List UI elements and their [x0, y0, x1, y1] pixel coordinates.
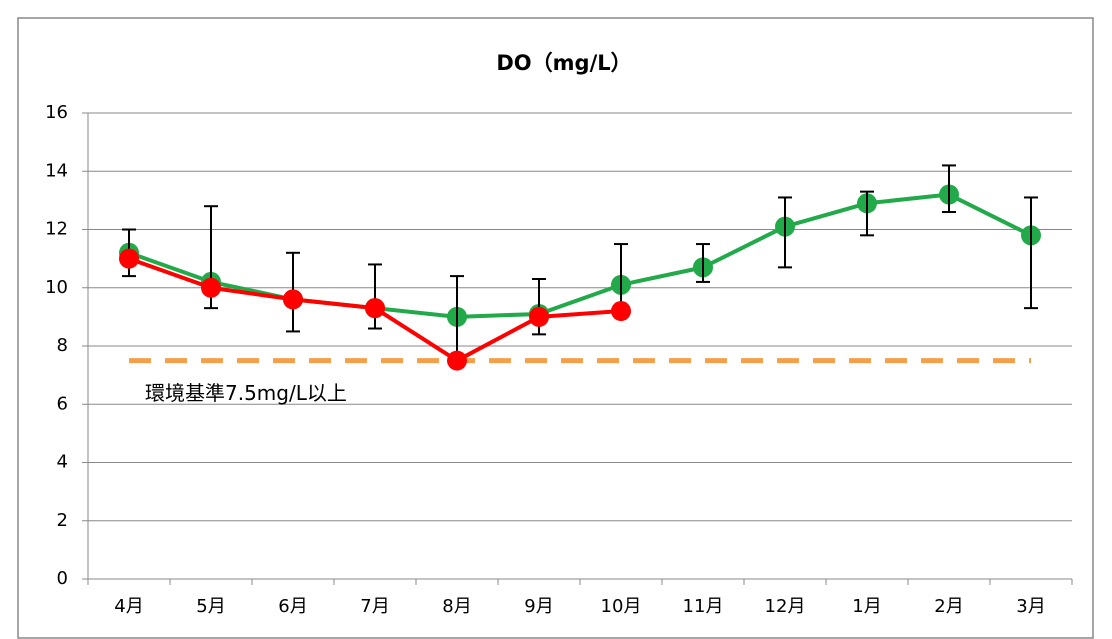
series-marker — [611, 301, 631, 322]
error-bar — [696, 243, 710, 283]
y-tick-label: 6 — [57, 393, 68, 414]
x-tick-label: 2月 — [934, 596, 963, 617]
y-tick-label: 16 — [45, 102, 68, 123]
series-marker — [365, 298, 385, 319]
x-tick-label: 7月 — [360, 596, 389, 617]
x-tick-label: 8月 — [442, 596, 471, 617]
error-bar — [778, 196, 792, 269]
y-tick-label: 8 — [57, 335, 68, 356]
y-tick-label: 4 — [57, 452, 68, 473]
reference-label: 環境基準7.5mg/L以上 — [145, 381, 347, 405]
series-marker — [119, 248, 139, 269]
x-tick-label: 4月 — [114, 596, 143, 617]
x-tick-label: 12月 — [765, 596, 806, 617]
x-tick-label: 3月 — [1016, 596, 1045, 617]
x-tick-label: 6月 — [278, 596, 307, 617]
series-marker — [201, 277, 221, 298]
chart-title: DO（mg/L） — [496, 51, 631, 75]
x-tick-label: 1月 — [852, 596, 881, 617]
x-tick-label: 10月 — [601, 596, 642, 617]
series-marker — [529, 306, 549, 327]
y-tick-label: 2 — [57, 510, 68, 531]
y-tick-label: 0 — [57, 568, 68, 589]
y-tick-label: 12 — [45, 219, 68, 240]
error-bar — [1024, 196, 1038, 310]
x-tick-label: 9月 — [524, 596, 553, 617]
x-tick-label: 11月 — [683, 596, 724, 617]
chart-border — [17, 17, 1094, 639]
series-marker — [447, 350, 467, 371]
series-marker — [283, 289, 303, 310]
y-tick-label: 14 — [45, 160, 68, 181]
x-tick-label: 5月 — [196, 596, 225, 617]
error-bar — [860, 190, 874, 237]
error-bar — [942, 164, 956, 214]
y-tick-label: 10 — [45, 277, 68, 298]
